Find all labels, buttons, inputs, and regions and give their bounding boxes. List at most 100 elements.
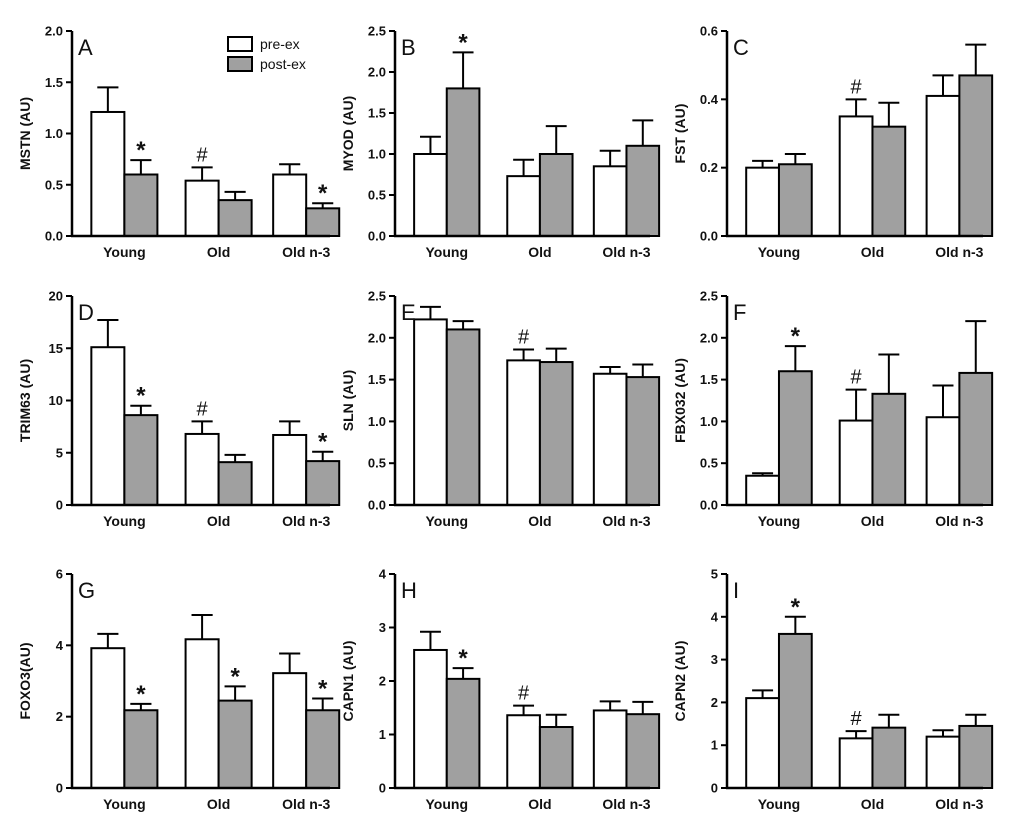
panel-a-y-tick-label: 1.5: [45, 75, 63, 90]
panel-b-bar-post-1: [538, 153, 574, 237]
panel-e-significance-mark: #: [518, 327, 530, 349]
panel-b-y-tick-label: 2.0: [368, 65, 386, 80]
panel-a-significance-mark: *: [136, 137, 146, 164]
panel-b-y-tick-label: 1.5: [368, 106, 386, 121]
panel-c-letter: C: [733, 35, 749, 60]
legend-label-pre: pre-ex: [260, 36, 300, 52]
panel-g-bar-post-0: [123, 709, 159, 789]
panel-e-y-tick-label: 0.5: [368, 456, 386, 471]
panel-b-category-label: Old: [528, 244, 551, 260]
legend: pre-ex post-ex: [227, 36, 306, 72]
panel-d-category-label: Old: [207, 513, 230, 529]
panel-c-bar-post-0: [777, 163, 813, 237]
panel-a-letter: A: [78, 35, 93, 60]
legend-swatch-pre: [227, 36, 253, 52]
panel-i-y-axis-title: CAPN2 (AU): [672, 641, 688, 722]
panel-i-y-tick-label: 5: [711, 567, 718, 582]
panel-d-letter: D: [78, 300, 94, 325]
panel-g-significance-mark: *: [136, 681, 146, 708]
panel-a-significance-mark: #: [197, 144, 209, 166]
panel-h-bar-pre-2: [592, 709, 628, 789]
panel-e-y-tick-label: 1.0: [368, 414, 386, 429]
panel-d: Young Old Old n-3 * # * 0 5 10 15 20 TRIM63 (AU) D: [17, 289, 341, 529]
panel-b-y-tick-label: 0.5: [368, 188, 386, 203]
panel-c-y-axis-title: FST (AU): [672, 104, 688, 164]
panel-g: Young Old Old n-3 * * * 0 2 4 6 FOXO3(AU) G: [17, 567, 341, 812]
panel-h-letter: H: [401, 578, 417, 603]
panel-i-category-label: Old n-3: [935, 796, 983, 812]
panel-i-bar-pre-1: [838, 737, 874, 789]
panel-f-significance-mark: #: [851, 367, 863, 389]
panel-b-significance-mark: *: [458, 29, 468, 56]
panel-g-significance-mark: *: [230, 663, 240, 690]
panel-h-category-label: Old n-3: [602, 796, 650, 812]
panel-i-bar-pre-2: [925, 735, 961, 790]
panel-h-y-tick-label: 2: [379, 674, 386, 689]
panel-d-y-tick-label: 15: [49, 341, 63, 356]
panel-b-letter: B: [401, 35, 416, 60]
panel-i-y-tick-label: 3: [711, 652, 718, 667]
panel-a-bar-pre-2: [272, 173, 308, 237]
panel-d-bar-pre-2: [272, 433, 308, 506]
panel-h-bar-post-0: [445, 677, 481, 789]
panel-c-bar-post-1: [871, 125, 907, 237]
panel-f-bar-post-0: [777, 370, 813, 506]
panel-d-y-tick-label: 5: [56, 445, 63, 460]
panel-c-bar-post-2: [958, 74, 994, 237]
panel-a-bar-pre-1: [184, 179, 220, 237]
panel-a-y-tick-label: 2.0: [45, 24, 63, 39]
panel-h-category-label: Young: [426, 796, 469, 812]
panel-g-letter: G: [78, 578, 95, 603]
panel-f-bar-pre-1: [838, 419, 874, 506]
panel-d-y-axis-title: TRIM63 (AU): [17, 359, 33, 442]
panel-e-y-tick-label: 1.5: [368, 372, 386, 387]
panel-g-bar-pre-2: [272, 672, 308, 789]
panel-i-y-tick-label: 1: [711, 738, 718, 753]
panel-e-bar-pre-0: [413, 318, 448, 506]
panel-a-y-axis-title: MSTN (AU): [17, 97, 33, 170]
panel-d-category-label: Young: [103, 513, 146, 529]
panel-a-significance-mark: *: [318, 180, 328, 207]
panel-b-bar-post-0: [445, 87, 481, 238]
panel-i-category-label: Young: [758, 796, 801, 812]
panel-f-category-label: Young: [758, 513, 801, 529]
panel-b-y-tick-label: 0.0: [368, 229, 386, 244]
panel-d-bar-post-2: [305, 460, 341, 506]
panel-e-y-tick-label: 2.5: [368, 289, 386, 304]
panel-e-bar-pre-1: [506, 359, 541, 507]
panel-g-bar-post-1: [217, 699, 253, 789]
panel-c: Young Old Old n-3 #0.0 0.2 0.4 0.6 FST (AU) C: [672, 24, 994, 260]
panel-f-bar-post-2: [958, 371, 994, 506]
panel-h-bar-pre-1: [506, 714, 541, 789]
panel-h-y-tick-label: 4: [379, 567, 387, 582]
panel-e-letter: E: [401, 300, 416, 325]
panel-c-significance-mark: #: [851, 76, 863, 98]
panel-e-bar-post-0: [445, 328, 481, 506]
panel-g-bar-post-2: [305, 709, 341, 789]
panel-f-y-tick-label: 1.5: [700, 372, 718, 387]
panel-i-bar-pre-0: [745, 697, 780, 789]
panel-b-y-tick-label: 2.5: [368, 24, 386, 39]
panel-a-y-tick-label: 0.5: [45, 177, 63, 192]
panel-i-bar-post-2: [958, 724, 994, 790]
panel-g-y-tick-label: 4: [56, 638, 64, 653]
panel-f-category-label: Old n-3: [935, 513, 983, 529]
panel-e: Young Old Old n-3 #0.0 0.5 1.0 1.5 2.0 2.5 SLN (A…: [340, 289, 661, 529]
panel-d-bar-post-1: [217, 461, 253, 506]
panel-c-y-tick-label: 0.6: [700, 24, 718, 39]
panel-g-y-tick-label: 0: [56, 781, 63, 796]
panel-h-y-tick-label: 3: [379, 620, 386, 635]
panel-c-bar-pre-1: [838, 115, 874, 237]
panel-a: Young Old Old n-3 * # * 0.0 0.5 1.0 1.5 2.0 MSTN (A…: [17, 24, 341, 260]
panel-h-y-tick-label: 0: [379, 781, 386, 796]
panel-c-category-label: Young: [758, 244, 801, 260]
panel-d-category-label: Old n-3: [282, 513, 330, 529]
panel-h-significance-mark: *: [458, 645, 468, 672]
panel-a-category-label: Old: [207, 244, 230, 260]
panel-a-bar-post-0: [123, 173, 159, 237]
panel-h-significance-mark: #: [518, 683, 530, 705]
panel-i-category-label: Old: [861, 796, 884, 812]
panel-h-y-axis-title: CAPN1 (AU): [340, 641, 356, 722]
panel-b-y-axis-title: MYOD (AU): [340, 96, 356, 171]
